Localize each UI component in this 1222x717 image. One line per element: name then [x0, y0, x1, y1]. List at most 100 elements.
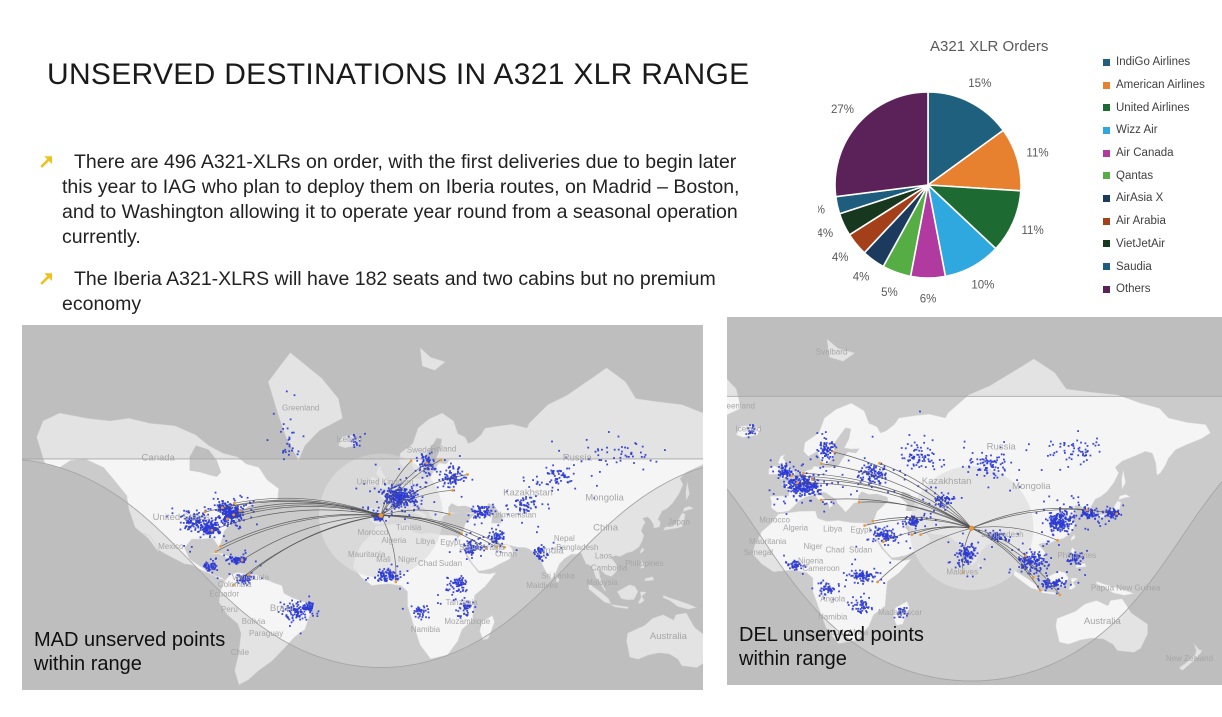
landmass — [662, 512, 686, 531]
route-endpoint — [961, 571, 965, 574]
legend-item: Saudia — [1103, 255, 1205, 278]
route-line — [911, 526, 972, 535]
route-endpoint — [232, 513, 236, 517]
route-endpoint — [495, 545, 498, 549]
landmass — [685, 481, 690, 501]
map-place-label: Egypt — [440, 538, 461, 547]
route-endpoint — [881, 540, 885, 544]
route-endpoint — [1115, 512, 1119, 516]
legend-item: Others — [1103, 278, 1205, 301]
route-endpoint — [1031, 576, 1035, 579]
route-line — [803, 472, 972, 529]
route-line — [821, 498, 972, 529]
route-line — [864, 518, 972, 529]
inland-water — [448, 503, 476, 513]
map-caption-del: DEL unserved points within range — [739, 624, 924, 670]
map-place-label: Saudi Arabia — [459, 543, 505, 552]
route-endpoint — [910, 533, 914, 536]
pie-data-label: 3% — [818, 204, 825, 216]
map-place-label: Madagascar — [878, 608, 922, 617]
route-endpoint — [790, 474, 794, 478]
pie-chart-title: A321 XLR Orders — [930, 38, 1049, 55]
map-place-label: New Zealand — [1166, 654, 1213, 663]
landmass — [1178, 655, 1197, 671]
map-place-label: Cameroon — [802, 564, 839, 573]
landmass — [752, 510, 912, 645]
map-place-label: Sudan — [849, 546, 872, 555]
route-line — [205, 501, 382, 516]
route-endpoint — [796, 481, 799, 485]
legend-swatch — [1103, 285, 1110, 293]
legend-label: IndiGo Airlines — [1116, 56, 1191, 69]
route-endpoint — [225, 517, 229, 521]
legend-item: Qantas — [1103, 164, 1205, 187]
out-of-range-shading — [22, 325, 703, 690]
map-place-label: Cambodia — [591, 564, 628, 573]
landmass — [639, 546, 645, 555]
map-place-label: Algeria — [381, 536, 406, 545]
route-line — [971, 527, 1041, 591]
route-line — [233, 504, 381, 516]
route-line — [215, 514, 381, 552]
map-place-label: Mauritania — [348, 550, 386, 559]
map-place-label: Sri Lanka — [541, 571, 575, 580]
map-place-label: Russia — [563, 453, 593, 464]
route-line — [220, 514, 381, 547]
map-place-label: Chad — [418, 559, 437, 568]
landmass — [218, 572, 315, 686]
map-place-label: Australia — [650, 631, 688, 642]
landmass — [1096, 581, 1135, 596]
map-place-label: Tanzania — [446, 598, 479, 607]
map-place-label: Tunisia — [396, 523, 422, 532]
route-endpoint — [485, 547, 488, 550]
inland-water — [486, 503, 503, 524]
route-endpoint — [1056, 538, 1059, 542]
mad-range-map: Greenland Iceland Canada Russia United State… — [22, 325, 703, 690]
map-place-label: Niger — [398, 555, 417, 564]
route-line — [971, 509, 1117, 529]
landmass — [727, 378, 742, 416]
route-endpoint — [503, 545, 506, 549]
landmass — [768, 465, 780, 475]
hub-airport-marker — [378, 512, 384, 519]
map-mad: Greenland Iceland Canada Russia United State… — [22, 325, 703, 690]
unserved-points-layer — [745, 410, 1125, 619]
up-right-arrow-icon — [40, 156, 52, 168]
route-line — [859, 501, 972, 529]
map-place-label: Papua New Guinea — [1091, 583, 1161, 592]
legend-item: IndiGo Airlines — [1103, 51, 1205, 74]
map-place-label: Mauritania — [749, 537, 787, 546]
landmass — [643, 576, 655, 582]
legend-item: VietJetAir — [1103, 233, 1205, 256]
map-place-label: Morocco — [759, 516, 790, 525]
route-line — [877, 527, 972, 583]
pie-data-label: 4% — [853, 272, 870, 284]
route-line — [234, 497, 382, 516]
map-place-label: Niger — [803, 542, 822, 551]
legend-label: United Airlines — [1116, 101, 1190, 114]
map-place-label: Libya — [823, 524, 843, 533]
map-place-label: Oman — [495, 550, 517, 559]
legend-label: American Airlines — [1116, 79, 1205, 92]
landmass — [143, 532, 159, 552]
map-place-label: Namibia — [411, 625, 441, 634]
map-place-label: Peru — [221, 605, 238, 614]
pie-data-label: 4% — [832, 252, 849, 264]
pie-data-label: 11% — [1022, 225, 1044, 237]
route-endpoint — [1058, 593, 1062, 597]
route-line — [797, 482, 972, 529]
route-line — [380, 515, 505, 548]
bullet-text: The Iberia A321-XLRS will have 182 seats… — [62, 268, 716, 315]
route-line — [971, 527, 1061, 596]
landmass — [36, 412, 279, 581]
route-endpoint — [439, 458, 443, 462]
map-place-label: Kazakhstan — [922, 476, 972, 487]
map-place-label: Maldives — [526, 581, 558, 590]
landmass — [1193, 642, 1203, 658]
legend-label: AirAsia X — [1116, 192, 1164, 205]
pie-data-label: 4% — [818, 228, 833, 240]
map-place-label: Mozambique — [444, 617, 490, 626]
route-line — [380, 462, 427, 516]
map-labels-layer: Greenland Iceland Canada Russia United State… — [142, 403, 690, 657]
